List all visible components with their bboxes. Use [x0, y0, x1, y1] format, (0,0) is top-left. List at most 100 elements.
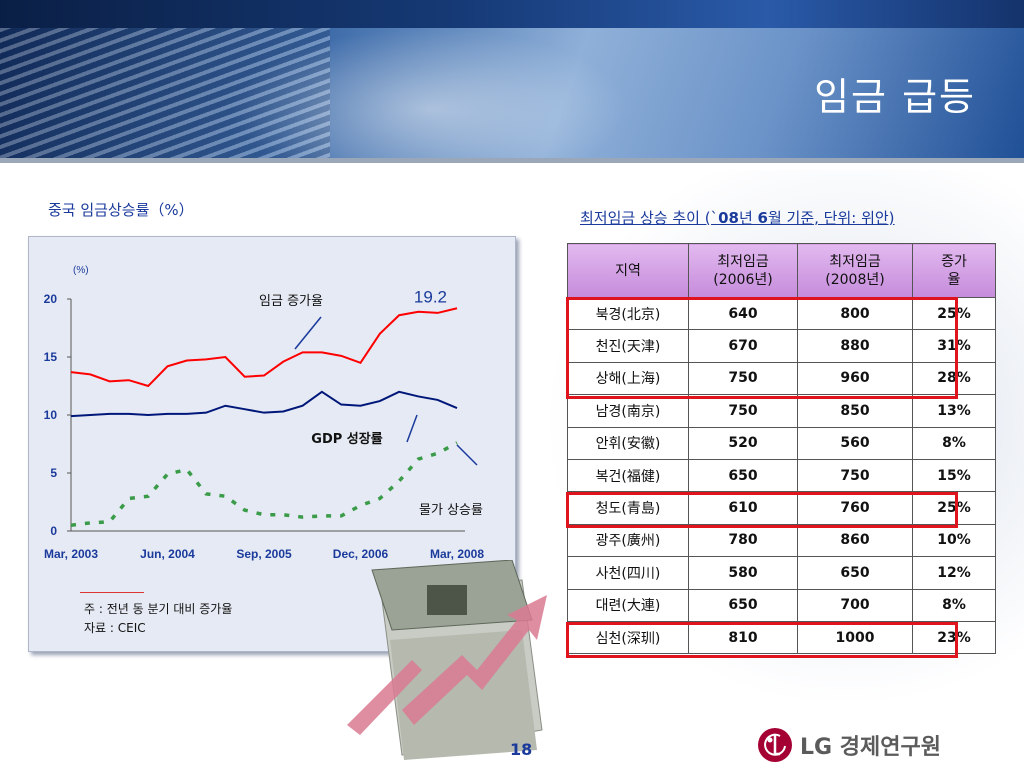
series-label-0: 임금 증가율: [259, 294, 323, 309]
banner-glow: [230, 28, 630, 163]
chart-source: 자료 : CEIC: [84, 621, 146, 635]
cell-wage-2006: 650: [688, 588, 798, 622]
logo-text: LG 경제연구원: [800, 735, 941, 760]
header-growth-rate-label: 증가 율: [941, 253, 967, 288]
table-title-suffix: 월 기준, 단위: 위안): [767, 209, 895, 227]
cell-wage-2008: 1000: [797, 620, 913, 655]
note-divider: [80, 592, 144, 593]
table-row: 광주(廣州) 780 860 10%: [567, 523, 996, 558]
cell-wage-2008: 560: [797, 426, 913, 460]
table-title-month: 6: [757, 209, 768, 227]
x-tick-label: Mar, 2003: [44, 547, 98, 561]
cell-wage-2006: 580: [688, 556, 798, 590]
y-tick-label: 20: [44, 292, 58, 306]
cell-growth-rate: 15%: [912, 458, 996, 493]
min-wage-table: 지역 최저임금 (2006년) 최저임금 (2008년) 증가 율 북경(北京)…: [567, 243, 996, 655]
cell-growth-rate: 13%: [912, 394, 996, 428]
cell-region: 복건(福健): [567, 458, 689, 493]
cell-wage-2006: 650: [688, 458, 798, 493]
table-title-mid: 년: [738, 209, 758, 227]
x-tick-label: Dec, 2006: [333, 547, 389, 561]
header-region: 지역: [567, 243, 689, 298]
table-row: 심천(深玔) 810 1000 23%: [567, 620, 996, 655]
table-row: 복건(福健) 650 750 15%: [567, 458, 996, 493]
series-line-2: [70, 441, 458, 527]
series-label-1: GDP 성장률: [311, 431, 382, 447]
cell-wage-2008: 880: [797, 329, 913, 363]
table-row: 북경(北京) 640 800 25%: [567, 296, 996, 331]
cell-wage-2006: 750: [688, 394, 798, 428]
table-row: 천진(天津) 670 880 31%: [567, 329, 996, 363]
table-header-row: 지역 최저임금 (2006년) 최저임금 (2008년) 증가 율: [567, 243, 996, 298]
series-pointer-arrow: [294, 316, 322, 350]
highlight-box-shenzhen: [566, 622, 958, 658]
table-title-prefix: 최저임금 상승 추이 (`: [580, 209, 719, 227]
banner-building-image: [0, 28, 330, 163]
header-banner: [0, 28, 1024, 163]
cell-region: 광주(廣州): [567, 523, 689, 558]
header-region-label: 지역: [615, 262, 641, 279]
cell-growth-rate: 8%: [912, 588, 996, 622]
wage-growth-chart: 0 5 10 15 20 (%) Mar, 2003 Jun, 2004 Sep, 2005 De…: [44, 265, 485, 561]
series-label-2: 물가 상승률: [419, 503, 483, 518]
cell-wage-2008: 850: [797, 394, 913, 428]
value-annotation: 19.2: [414, 287, 447, 306]
series-line-0: [70, 307, 458, 388]
highlight-box-qingdao: [566, 492, 958, 528]
x-tick-label: Sep, 2005: [236, 547, 292, 561]
table-row: 안휘(安徽) 520 560 8%: [567, 426, 996, 460]
table-row: 사천(四川) 580 650 12%: [567, 556, 996, 590]
cell-wage-2006: 810: [688, 620, 798, 655]
banner-divider: [0, 158, 1024, 163]
cell-wage-2006: 670: [688, 329, 798, 363]
x-tick-label: Jun, 2004: [140, 547, 195, 561]
chart-title: 중국 임금상승률（%）: [48, 201, 194, 219]
table-row: 대련(大連) 650 700 8%: [567, 588, 996, 622]
header-growth-rate: 증가 율: [912, 243, 996, 298]
cell-region: 안휘(安徽): [567, 426, 689, 460]
money-rising-arrow-illustration: [347, 560, 547, 760]
page-number: 18: [510, 740, 533, 759]
y-tick-label: 5: [50, 466, 57, 480]
cell-region: 남경(南京): [567, 394, 689, 428]
lg-logo: LG 경제연구원: [758, 726, 941, 764]
y-axis-unit-label: (%): [73, 265, 89, 276]
cell-wage-2008: 650: [797, 556, 913, 590]
table-title-year: 08: [718, 209, 739, 227]
table-title: 최저임금 상승 추이 (`08년 6월 기준, 단위: 위안): [580, 207, 895, 228]
slide-title: 임금 급등: [814, 75, 976, 119]
cell-region: 사천(四川): [567, 556, 689, 590]
y-tick-label: 0: [50, 524, 57, 538]
header-wage-2008: 최저임금 (2008년): [797, 243, 913, 298]
top-bar: [0, 0, 1024, 28]
cell-region: 청도(青島): [567, 491, 689, 525]
cell-growth-rate: 28%: [912, 361, 996, 396]
cell-wage-2008: 750: [797, 458, 913, 493]
cell-wage-2008: 700: [797, 588, 913, 622]
cell-wage-2006: 780: [688, 523, 798, 558]
series-pointer-arrow: [406, 414, 418, 443]
series-line-1: [70, 390, 458, 418]
table-row: 청도(青島) 610 760 25%: [567, 491, 996, 525]
header-wage-2006: 최저임금 (2006년): [688, 243, 798, 298]
cell-wage-2006: 520: [688, 426, 798, 460]
highlight-box-top: [566, 297, 958, 399]
cell-growth-rate: 12%: [912, 556, 996, 590]
cell-growth-rate: 8%: [912, 426, 996, 460]
cell-growth-rate: 23%: [912, 620, 996, 655]
cell-region: 대련(大連): [567, 588, 689, 622]
lg-face-icon: [758, 728, 792, 762]
x-tick-label: Mar, 2008: [430, 547, 484, 561]
cell-region: 심천(深玔): [567, 620, 689, 655]
cell-region: 천진(天津): [567, 329, 689, 363]
series-pointer-arrow: [456, 444, 478, 466]
chart-note: 주 : 전년 동 분기 대비 증가율: [84, 602, 233, 616]
cell-wage-2008: 860: [797, 523, 913, 558]
header-wage-2008-label: 최저임금 (2008년): [825, 253, 885, 288]
table-row: 남경(南京) 750 850 13%: [567, 394, 996, 428]
y-tick-label: 15: [44, 350, 58, 364]
header-wage-2006-label: 최저임금 (2006년): [713, 253, 773, 288]
y-tick-label: 10: [44, 408, 58, 422]
cell-growth-rate: 31%: [912, 329, 996, 363]
cell-growth-rate: 10%: [912, 523, 996, 558]
